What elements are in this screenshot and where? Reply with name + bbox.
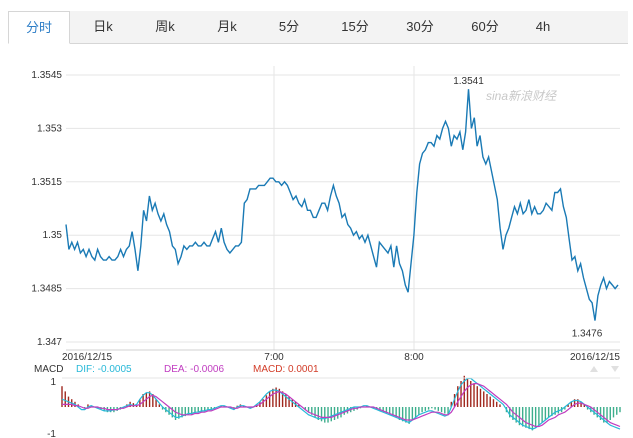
y-tick-label: 1.3545 <box>31 70 62 81</box>
macd-legend: MACD DIF: -0.0005 DEA: -0.0006 MACD: 0.0001 <box>34 364 319 375</box>
macd-bars <box>61 375 621 431</box>
period-tab-bar: 分时 日k 周k 月k 5分 15分 30分 60分 4h <box>8 11 628 44</box>
watermark: sina新浪财经 <box>486 89 558 103</box>
tab-3[interactable]: 周k <box>155 19 175 34</box>
price-line <box>65 89 619 321</box>
legend-item-0: MACD <box>34 364 63 375</box>
x-tick-label: 2016/12/15 <box>570 352 620 363</box>
x-tick-label: 2016/12/15 <box>62 352 112 363</box>
tab-9[interactable]: 4h <box>535 19 551 34</box>
price-annotations: 1.3541 1.3476 <box>453 76 603 339</box>
x-tick-label: 8:00 <box>404 352 424 363</box>
tab-1[interactable]: 分时 <box>8 11 70 44</box>
legend-item-1: DIF: -0.0005 <box>76 364 132 375</box>
tab-5[interactable]: 5分 <box>278 19 300 34</box>
min-price-label: 1.3476 <box>572 329 603 340</box>
macd-y-tick: -1 <box>47 429 56 438</box>
tab-8[interactable]: 60分 <box>471 19 499 34</box>
y-axis-labels: 1.3545 1.353 1.3515 1.35 1.3485 1.347 <box>31 70 62 348</box>
y-tick-label: 1.3515 <box>31 177 62 188</box>
grid-lines <box>66 66 620 351</box>
tab-2[interactable]: 日k <box>93 19 113 34</box>
max-price-label: 1.3541 <box>453 76 484 87</box>
legend-item-2: DEA: -0.0006 <box>164 364 224 375</box>
y-tick-label: 1.353 <box>37 123 62 134</box>
tab-4[interactable]: 月k <box>217 19 237 34</box>
x-axis-labels: 2016/12/15 7:00 8:00 2016/12/15 <box>62 352 620 363</box>
macd-y-tick: 1 <box>50 377 56 388</box>
y-tick-label: 1.35 <box>43 230 63 241</box>
tab-7[interactable]: 30分 <box>406 19 434 34</box>
x-tick-label: 7:00 <box>264 352 284 363</box>
y-tick-label: 1.347 <box>37 337 62 348</box>
tab-6[interactable]: 15分 <box>341 19 369 34</box>
scroll-up-icon[interactable] <box>590 366 598 372</box>
scroll-down-icon[interactable] <box>611 366 619 372</box>
dea-line <box>62 383 621 428</box>
legend-item-3: MACD: 0.0001 <box>253 364 319 375</box>
chart-scroll-arrows <box>590 366 619 372</box>
dif-line <box>61 377 621 430</box>
y-tick-label: 1.3485 <box>31 284 62 295</box>
macd-y-axis-labels: 1 -1 <box>47 377 620 438</box>
